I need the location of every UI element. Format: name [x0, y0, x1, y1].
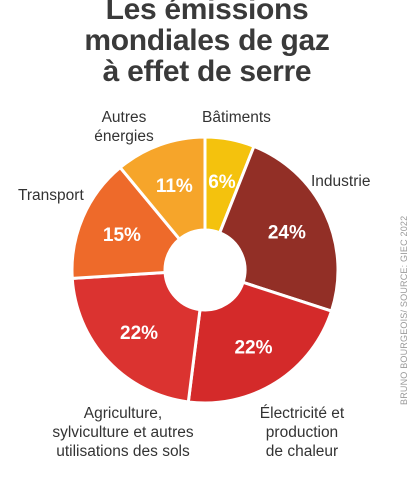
slice-electricite — [186, 280, 334, 405]
slice-transport — [70, 165, 182, 280]
slice-label-electricite: Électricité et production de chaleur — [259, 405, 345, 460]
title-line-1: Les émissions — [105, 0, 309, 26]
slice-value-industrie: 24% — [268, 222, 306, 243]
slice-label-batiments: Bâtiments — [202, 109, 271, 126]
slice-value-autres-energies: 11% — [156, 176, 193, 197]
source-credit: BRUNO BOURGEOIS/ SOURCE: GIEC 2022 — [399, 215, 409, 405]
slice-value-agriculture: 22% — [120, 323, 158, 344]
slice-label-transport: Transport — [18, 187, 84, 204]
title-line-2: mondiales de gaz — [84, 24, 330, 57]
slice-value-batiments: 6% — [208, 172, 236, 193]
slice-agriculture — [70, 270, 202, 404]
slice-label-industrie: Industrie — [311, 173, 371, 190]
slice-label-agriculture: Agriculture, sylviculture et autres util… — [52, 405, 194, 460]
slice-industrie — [217, 144, 340, 313]
slice-label-autres-energies: Autres énergies — [94, 109, 154, 145]
slice-value-transport: 15% — [103, 225, 141, 246]
slice-value-electricite: 22% — [234, 337, 272, 358]
title-line-3: à effet de serre — [102, 55, 312, 88]
slice-autres-energies — [118, 135, 207, 242]
chart-title: Les émissions mondiales de gaz à effet d… — [0, 0, 414, 87]
